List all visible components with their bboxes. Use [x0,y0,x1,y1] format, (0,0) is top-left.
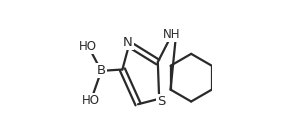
Text: HO: HO [79,40,97,53]
Text: HO: HO [82,94,100,107]
Text: S: S [158,95,166,108]
Text: B: B [97,64,106,77]
Text: N: N [123,36,133,49]
Text: NH: NH [163,28,181,41]
